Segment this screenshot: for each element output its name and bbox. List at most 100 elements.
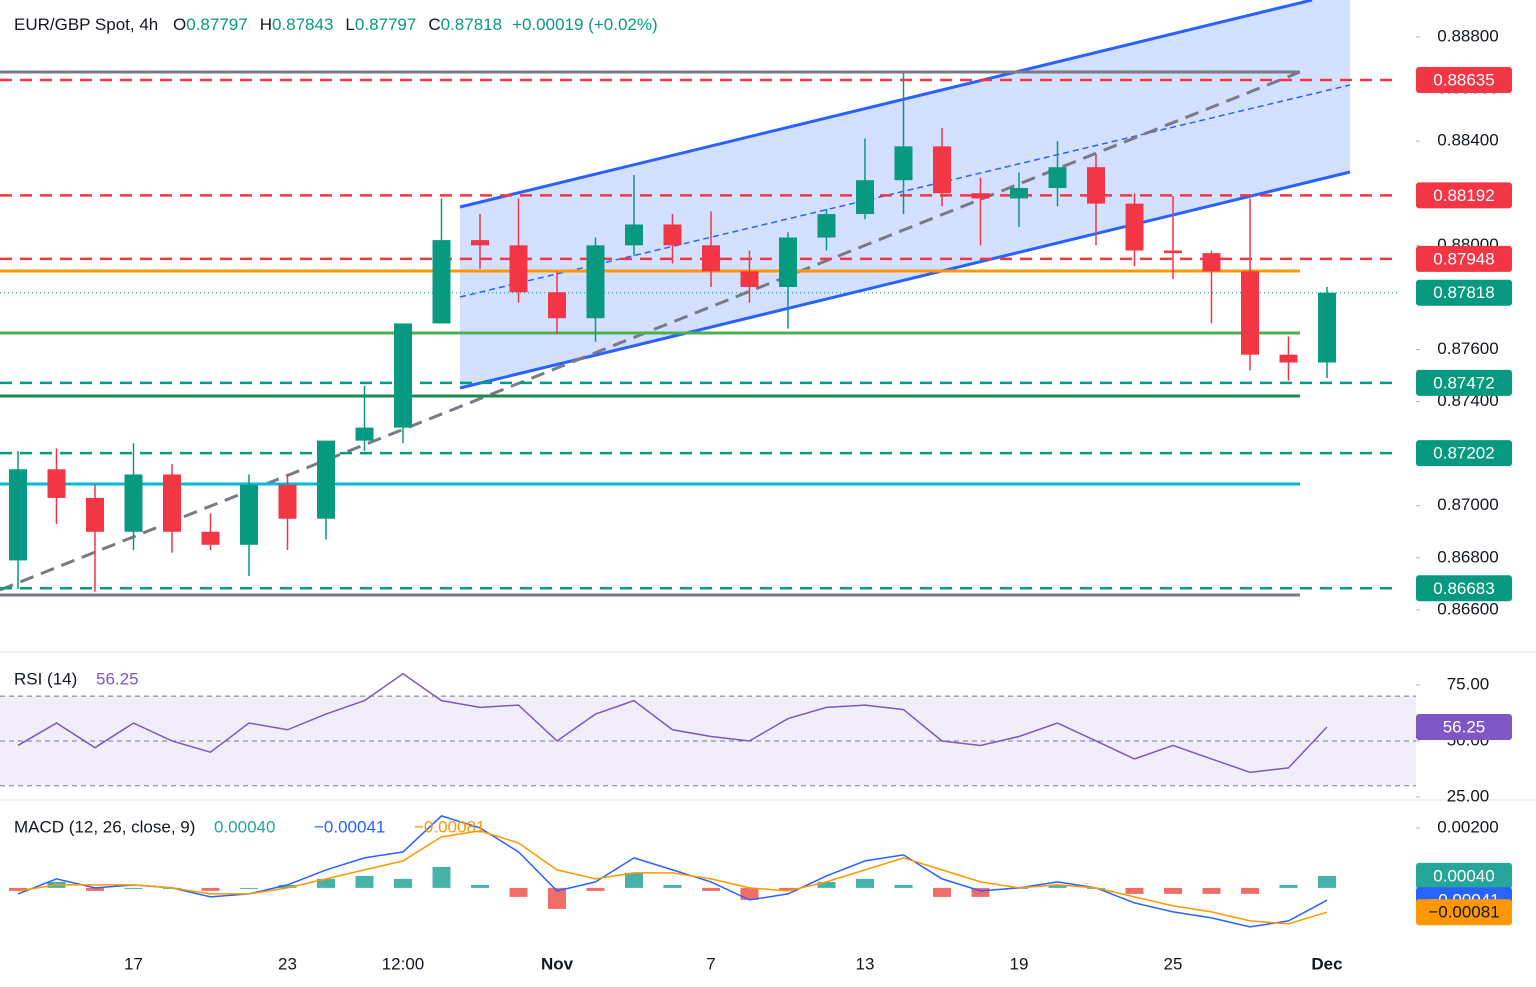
price-badge-label: 56.25 [1443,717,1486,736]
macd-title: MACD (12, 26, close, 9) [14,817,195,836]
candle-body [432,240,451,324]
title: EUR/GBP Spot, 4h [14,15,158,34]
macd-histogram-bar [779,887,797,891]
rsi-value: 56.25 [96,669,139,688]
macd-histogram-bar [355,875,374,888]
candle-body [1279,354,1298,363]
macd-histogram-bar [394,878,412,888]
candle-body [894,146,913,181]
price-badge-label: 0.87472 [1433,373,1494,392]
macd-histogram-bar [1164,887,1182,894]
ohlc-value: 0.87818 [441,15,502,34]
x-tick-label: 7 [706,954,715,973]
price-badge [1416,899,1512,926]
change: +0.00019 (+0.02%) [512,15,658,34]
candle-body [1125,203,1144,251]
price-badge-label: 0.88192 [1433,186,1494,205]
price-badge [1416,279,1512,306]
price-badge-label: 0.88635 [1433,70,1494,89]
y-tick-label: 0.87000 [1437,495,1498,514]
macd-histogram-bar [1241,887,1259,894]
candle-body [1241,271,1259,355]
macd-legend: −0.00041 [314,817,385,836]
macd-legend: 0.00040 [214,817,275,836]
candle-body [856,180,874,215]
candle-body [278,484,297,519]
candle-body [817,214,836,238]
candle-body [86,497,104,532]
header: EUR/GBP Spot, 4h O0.87797 H0.87843 L0.8779… [14,15,658,34]
candle-body [201,531,220,545]
macd-histogram-bar [240,887,258,889]
macd-histogram-bar [1048,884,1067,888]
candle-body [1202,253,1221,272]
candle-body [124,474,143,532]
candle-body [548,292,566,319]
drawings [0,0,1536,801]
candle-body [355,427,374,441]
candle-body [240,484,258,545]
y-tick-label: 0.88400 [1437,131,1498,150]
candle-body [663,224,682,246]
x-tick-label: 13 [856,954,875,973]
ohlc-value: 0.87797 [186,15,247,34]
price-badge [1416,182,1512,209]
macd-histogram-bar [471,884,489,888]
y-tick-label: 0.86600 [1437,599,1498,618]
channel-fill [460,0,1350,388]
x-tick-label: 17 [124,954,143,973]
macd-histogram-bar [663,884,682,888]
ohlc-key: O [173,15,186,34]
y-tick-label: 75.00 [1447,674,1490,693]
candle-body [625,224,643,246]
price-badge [1416,575,1512,602]
macd-histogram-bar [1202,887,1221,894]
macd-histogram-bar [432,866,451,888]
price-badge [1416,245,1512,272]
macd-histogram-bar [625,872,643,888]
y-tick-label: 0.87600 [1437,339,1498,358]
price-badge [1416,369,1512,396]
candle-body [163,474,181,532]
trend-line [0,70,1301,592]
candle-body [779,237,797,287]
price-badge-label: 0.87818 [1433,283,1494,302]
ohlc-key: L [345,15,354,34]
macd-line [17,815,1328,928]
y-tick-label: 0.00200 [1437,817,1498,836]
ohlc-key: H [260,15,272,34]
candle-body [702,245,720,272]
candle-body [509,245,528,293]
ohlc-value: 0.87843 [272,15,333,34]
y-tick-label: 0.86800 [1437,547,1498,566]
candle-body [971,193,990,199]
candle-body [1087,167,1105,204]
macd-histogram-bar [317,878,335,888]
macd-legend: −0.00081 [414,817,485,836]
candle-body [471,240,489,246]
macd-histogram-bar [817,881,836,888]
candle-body [47,469,66,498]
price-badge-label: 0.87202 [1433,444,1494,463]
macd-histogram-bar [124,887,143,889]
macd-histogram-bar [201,887,220,891]
x-tick-label: 23 [278,954,297,973]
candle-body [586,245,605,319]
price-badge-label: −0.00081 [1428,903,1499,922]
macd-histogram-bar [933,887,951,897]
x-tick-label: 12:00 [382,954,425,973]
macd-histogram-bar [9,887,27,891]
candle-body [9,469,27,561]
macd-histogram-bar [894,884,913,888]
macd-histogram-bar [86,887,104,891]
candle-body [394,323,412,428]
macd-histogram-bar [856,878,874,888]
price-badge-label: 0.87948 [1433,249,1494,268]
rsi-title: RSI (14) [14,669,77,688]
y-tick-label: 0.88800 [1437,26,1498,45]
price-badge [1416,862,1512,889]
macd-histogram-bar [548,887,566,909]
price-badge [1416,713,1512,740]
rsi-band [0,696,1416,786]
